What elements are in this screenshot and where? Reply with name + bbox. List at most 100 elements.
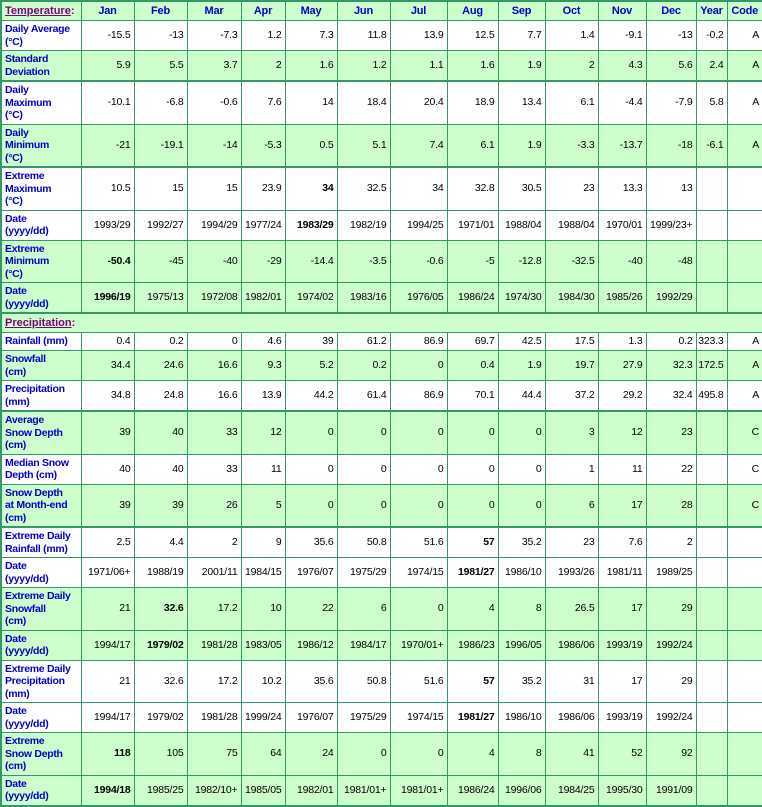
data-cell: 33	[186, 453, 242, 485]
data-cell: 1976/07	[284, 557, 338, 588]
data-cell: -21	[80, 123, 135, 168]
code-cell	[726, 282, 762, 314]
data-cell: 1.6	[284, 50, 338, 82]
data-cell: 9	[240, 526, 286, 558]
data-cell: 1994/17	[80, 629, 135, 661]
data-cell: 1974/15	[389, 702, 448, 733]
column-header-code: Code	[726, 0, 762, 21]
data-cell: 10.2	[240, 659, 286, 703]
data-cell: 5.1	[336, 123, 391, 168]
data-cell: 23.9	[240, 166, 286, 211]
data-cell: 2.5	[80, 526, 135, 558]
data-cell: 12.5	[446, 20, 499, 51]
data-cell: 1.2	[336, 50, 391, 82]
data-cell: 18.4	[336, 80, 391, 125]
data-cell: 20.4	[389, 80, 448, 125]
year-cell	[695, 659, 728, 703]
table-row: Date (yyyy/dd) 1971/06+ 1988/19 2001/11 1984…	[0, 557, 762, 588]
data-cell: 30.5	[497, 166, 546, 211]
data-cell: 13.9	[240, 380, 286, 412]
section-header-row-precipitation: Precipitation:	[0, 312, 762, 333]
data-cell: 1986/10	[497, 702, 546, 733]
data-cell: 51.6	[389, 659, 448, 703]
data-cell: 15	[186, 166, 242, 211]
data-cell: 1.1	[389, 50, 448, 82]
data-cell: 1992/24	[645, 702, 697, 733]
data-cell: 12	[240, 410, 286, 455]
table-row: Extreme Maximum (°C) 10.5 15 15 23.9 34 32.5 34…	[0, 166, 762, 211]
data-cell: 0	[336, 732, 391, 776]
data-cell: 0	[389, 732, 448, 776]
data-cell: 1971/06+	[80, 557, 135, 588]
data-cell: 8	[497, 587, 546, 631]
data-cell: -29	[240, 239, 286, 283]
data-cell: 35.2	[497, 659, 546, 703]
data-cell: 29	[645, 587, 697, 631]
data-cell: 22	[284, 587, 338, 631]
data-cell: 1986/23	[446, 629, 499, 661]
data-cell: 23	[544, 526, 599, 558]
data-cell: 3.7	[186, 50, 242, 82]
data-cell: 37.2	[544, 380, 599, 412]
year-cell	[695, 557, 728, 588]
column-header-may: May	[284, 0, 338, 21]
table-row: Date (yyyy/dd) 1994/17 1979/02 1981/28 1983/…	[0, 629, 762, 661]
data-cell: -14.4	[284, 239, 338, 283]
column-header-aug: Aug	[446, 0, 499, 21]
table-row: Extreme Daily Precipitation (mm) 21 32.6 17…	[0, 659, 762, 703]
data-cell: 0	[389, 453, 448, 485]
data-cell: 4	[446, 587, 499, 631]
data-cell: 17.2	[186, 587, 242, 631]
section-title-suffix: :	[71, 317, 76, 329]
data-cell: -7.3	[186, 20, 242, 51]
data-cell: 1994/29	[186, 209, 242, 241]
code-cell: A	[726, 20, 762, 51]
data-cell: 6	[336, 587, 391, 631]
data-cell: 21	[80, 659, 135, 703]
data-cell: -6.8	[133, 80, 188, 125]
row-label: Snow Depth at Month-end (cm)	[0, 483, 82, 528]
section-link-precipitation[interactable]: Precipitation	[5, 317, 72, 329]
data-cell: 12	[597, 410, 647, 455]
table-row: Extreme Minimum (°C) -50.4 -45 -40 -29 -14.4-…	[0, 239, 762, 283]
data-cell: 1974/30	[497, 282, 546, 314]
data-cell: 2	[240, 50, 286, 82]
table-row: Median Snow Depth (cm) 40 40 33 11 0 0 0 0 0 1 11 22…	[0, 453, 762, 485]
data-cell: 26	[186, 483, 242, 528]
data-cell: 1981/27	[446, 702, 499, 733]
section-title-cell: Precipitation:	[0, 312, 762, 333]
data-cell: 1984/17	[336, 629, 391, 661]
data-cell: -4.4	[597, 80, 647, 125]
data-cell: 1983/05	[240, 629, 286, 661]
data-cell: 1974/15	[389, 557, 448, 588]
data-cell: 0	[497, 483, 546, 528]
row-label: Extreme Maximum (°C)	[0, 166, 82, 211]
data-cell: 0	[336, 410, 391, 455]
data-cell: 1974/02	[284, 282, 338, 314]
data-cell: 1986/10	[497, 557, 546, 588]
year-cell	[695, 483, 728, 528]
code-cell: A	[726, 332, 762, 351]
data-cell: 32.5	[336, 166, 391, 211]
table-row: Standard Deviation 5.9 5.5 3.7 2 1.6 1.2 1.1 1.6…	[0, 50, 762, 82]
data-cell: 5.5	[133, 50, 188, 82]
data-cell: 1.6	[446, 50, 499, 82]
data-cell: 17	[597, 587, 647, 631]
data-cell: 1970/01	[597, 209, 647, 241]
data-cell: 10.5	[80, 166, 135, 211]
data-cell: 1999/23+	[645, 209, 697, 241]
data-cell: 32.6	[133, 587, 188, 631]
data-cell: 17.5	[544, 332, 599, 351]
data-cell: 0.5	[284, 123, 338, 168]
data-cell: 1988/19	[133, 557, 188, 588]
data-cell: 1.9	[497, 350, 546, 381]
data-cell: 22	[645, 453, 697, 485]
section-link-temperature[interactable]: Temperature	[5, 5, 71, 17]
data-cell: 1.2	[240, 20, 286, 51]
data-cell: 1984/30	[544, 282, 599, 314]
data-cell: 4.4	[133, 526, 188, 558]
data-cell: 3	[544, 410, 599, 455]
data-cell: -19.1	[133, 123, 188, 168]
code-cell	[726, 659, 762, 703]
code-cell	[726, 702, 762, 733]
